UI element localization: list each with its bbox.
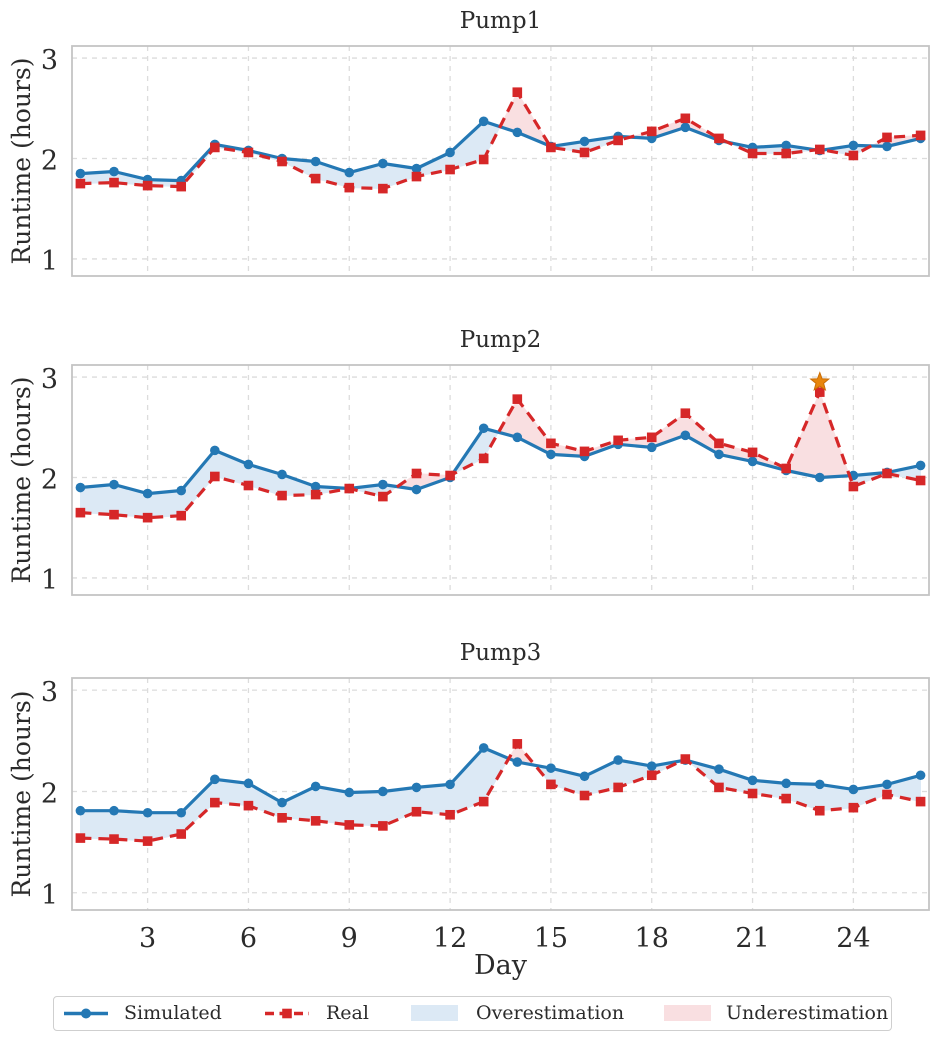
x-tick-label: 12	[433, 923, 467, 954]
legend-overestimation-label: Overestimation	[476, 1002, 625, 1024]
x-tick-label: 24	[836, 923, 870, 954]
x-tick-label: 21	[735, 923, 769, 954]
y-axis-label-pump2: Runtime (hours)	[7, 376, 36, 584]
y-tick-label: 2	[41, 778, 58, 809]
underestimation-fill	[499, 90, 921, 151]
legend-underestimation-label: Underestimation	[726, 1002, 889, 1024]
anomaly-star-icon	[809, 371, 831, 391]
real-markers	[75, 387, 926, 523]
y-axis-label-pump3: Runtime (hours)	[7, 690, 36, 898]
panel-title-pump2: Pump2	[459, 327, 542, 353]
panel-title-pump3: Pump3	[459, 640, 542, 666]
plot-area-pump2: 1 2 3	[41, 364, 930, 596]
y-tick-label: 1	[41, 880, 58, 911]
x-tick-label: 9	[341, 923, 358, 954]
x-tick-label: 6	[240, 923, 257, 954]
legend-real-label: Real	[326, 1002, 369, 1024]
overestimation-fill	[80, 746, 921, 842]
panel-frame	[71, 45, 930, 277]
gridlines	[72, 46, 929, 276]
y-tick-label: 3	[41, 364, 58, 395]
real-line	[80, 390, 921, 520]
x-tick-label: 3	[139, 923, 156, 954]
y-tick-label: 1	[41, 565, 58, 596]
x-tick-label: 18	[635, 923, 669, 954]
panel-frame	[71, 677, 930, 911]
legend-underestimation-patch-icon	[664, 1005, 711, 1021]
y-axis-label-pump1: Runtime (hours)	[7, 57, 36, 265]
x-axis-label: Day	[474, 950, 527, 981]
y-tick-label: 1	[41, 246, 58, 277]
y-tick-label: 3	[41, 677, 58, 708]
x-tick-label: 15	[534, 923, 568, 954]
y-tick-label: 3	[41, 45, 58, 76]
real-markers	[75, 87, 926, 194]
legend-real-line-icon	[265, 1008, 309, 1019]
simulated-line	[78, 746, 923, 815]
legend-overestimation-patch-icon	[411, 1005, 458, 1021]
simulated-line	[78, 426, 923, 496]
underestimation-fill	[508, 742, 688, 766]
simulated-markers	[75, 743, 926, 818]
legend: Simulated Real Overestimation Underestim…	[53, 996, 892, 1031]
panel-title-pump1: Pump1	[459, 8, 542, 34]
real-markers	[75, 739, 926, 846]
legend-simulated-label: Simulated	[124, 1002, 222, 1024]
y-tick-label: 2	[41, 145, 58, 176]
legend-simulated-line-icon	[64, 1008, 108, 1019]
real-line	[80, 742, 921, 843]
real-line	[80, 90, 921, 191]
panel-frame	[71, 364, 930, 596]
y-tick-label: 2	[41, 464, 58, 495]
plot-area-pump1: 1 2 3	[41, 45, 930, 277]
